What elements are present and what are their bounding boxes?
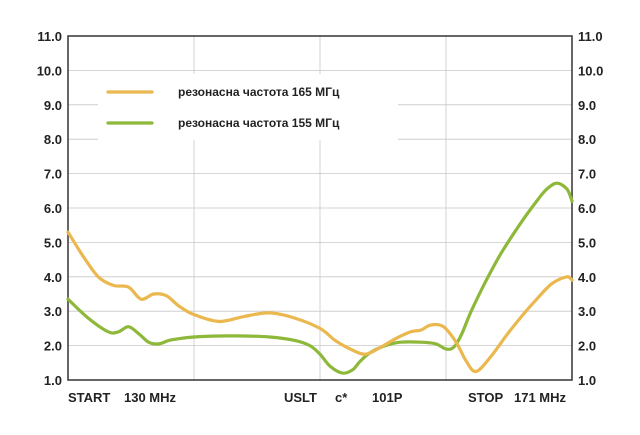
y-tick-label-left: 4.0 bbox=[44, 270, 62, 285]
y-tick-label-left: 6.0 bbox=[44, 201, 62, 216]
y-tick-label-right: 1.0 bbox=[578, 373, 596, 388]
series-line bbox=[66, 181, 574, 375]
legend: резонасна частота 165 МГц резонасна часто… bbox=[98, 74, 398, 140]
y-axis-ticks: 1.0 1.0 2.0 2.0 3.0 3.0 4.0 4.0 5.0 5.0 6.0 6.0 7.0 7… bbox=[37, 29, 604, 388]
x-axis-label: STOP bbox=[468, 390, 503, 405]
y-tick-label-right: 11.0 bbox=[578, 29, 603, 44]
y-tick-label-right: 9.0 bbox=[578, 98, 596, 113]
plot-frame bbox=[67, 35, 573, 381]
y-tick-label-right: 6.0 bbox=[578, 201, 596, 216]
y-tick-label-right: 3.0 bbox=[578, 304, 596, 319]
legend-label: резонасна частота 165 МГц bbox=[178, 85, 340, 99]
y-tick-label-left: 11.0 bbox=[37, 29, 62, 44]
y-tick-label-left: 2.0 bbox=[44, 339, 62, 354]
x-axis-label: 130 MHz bbox=[124, 390, 177, 405]
y-tick-label-left: 5.0 bbox=[44, 235, 62, 250]
y-tick-label-right: 8.0 bbox=[578, 132, 596, 147]
series-line bbox=[66, 230, 574, 374]
series-lines bbox=[66, 181, 574, 375]
y-tick-label-right: 10.0 bbox=[578, 63, 603, 78]
x-axis-label: 101P bbox=[372, 390, 403, 405]
legend-label: резонасна частота 155 МГц bbox=[178, 116, 340, 130]
y-tick-label-right: 7.0 bbox=[578, 167, 596, 182]
y-tick-label-right: 5.0 bbox=[578, 235, 596, 250]
legend-box bbox=[98, 74, 398, 140]
y-tick-label-left: 9.0 bbox=[44, 98, 62, 113]
y-tick-label-left: 10.0 bbox=[37, 63, 62, 78]
y-tick-label-right: 2.0 bbox=[578, 339, 596, 354]
y-tick-label-left: 7.0 bbox=[44, 167, 62, 182]
x-axis-label: START bbox=[68, 390, 110, 405]
y-tick-label-left: 1.0 bbox=[44, 373, 62, 388]
y-tick-label-right: 4.0 bbox=[578, 270, 596, 285]
y-tick-label-left: 8.0 bbox=[44, 132, 62, 147]
x-axis-label: USLT bbox=[284, 390, 317, 405]
y-tick-label-left: 3.0 bbox=[44, 304, 62, 319]
x-axis-label: c* bbox=[335, 390, 348, 405]
x-axis-labels: START 130 MHz USLT c* 101P STOP 171 MHz bbox=[68, 390, 567, 405]
x-axis-label: 171 MHz bbox=[514, 390, 567, 405]
